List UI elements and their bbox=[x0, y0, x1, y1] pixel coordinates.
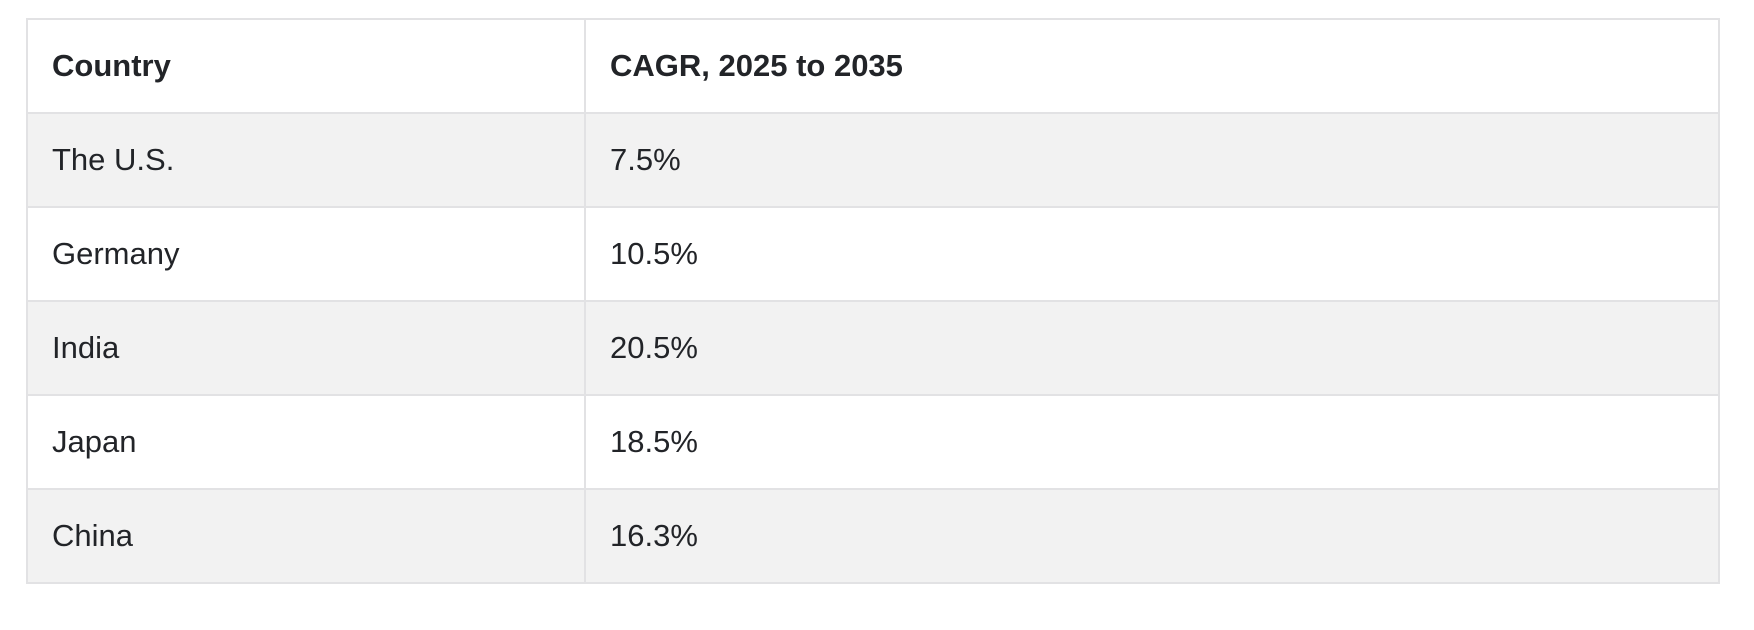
cell-cagr: 20.5% bbox=[584, 300, 1720, 396]
cell-country: China bbox=[26, 488, 586, 584]
cell-cagr: 16.3% bbox=[584, 488, 1720, 584]
cell-country: Germany bbox=[26, 206, 586, 302]
table-row: India 20.5% bbox=[26, 300, 1720, 396]
cell-cagr: 18.5% bbox=[584, 394, 1720, 490]
cell-cagr: 10.5% bbox=[584, 206, 1720, 302]
cell-cagr: 7.5% bbox=[584, 112, 1720, 208]
table-header-row: Country CAGR, 2025 to 2035 bbox=[26, 18, 1720, 114]
cagr-table: Country CAGR, 2025 to 2035 The U.S. 7.5%… bbox=[26, 18, 1720, 584]
column-header-cagr: CAGR, 2025 to 2035 bbox=[584, 18, 1720, 114]
table-row: The U.S. 7.5% bbox=[26, 112, 1720, 208]
table-row: China 16.3% bbox=[26, 488, 1720, 584]
table-row: Germany 10.5% bbox=[26, 206, 1720, 302]
column-header-country: Country bbox=[26, 18, 586, 114]
table-row: Japan 18.5% bbox=[26, 394, 1720, 490]
cell-country: Japan bbox=[26, 394, 586, 490]
cell-country: India bbox=[26, 300, 586, 396]
cell-country: The U.S. bbox=[26, 112, 586, 208]
